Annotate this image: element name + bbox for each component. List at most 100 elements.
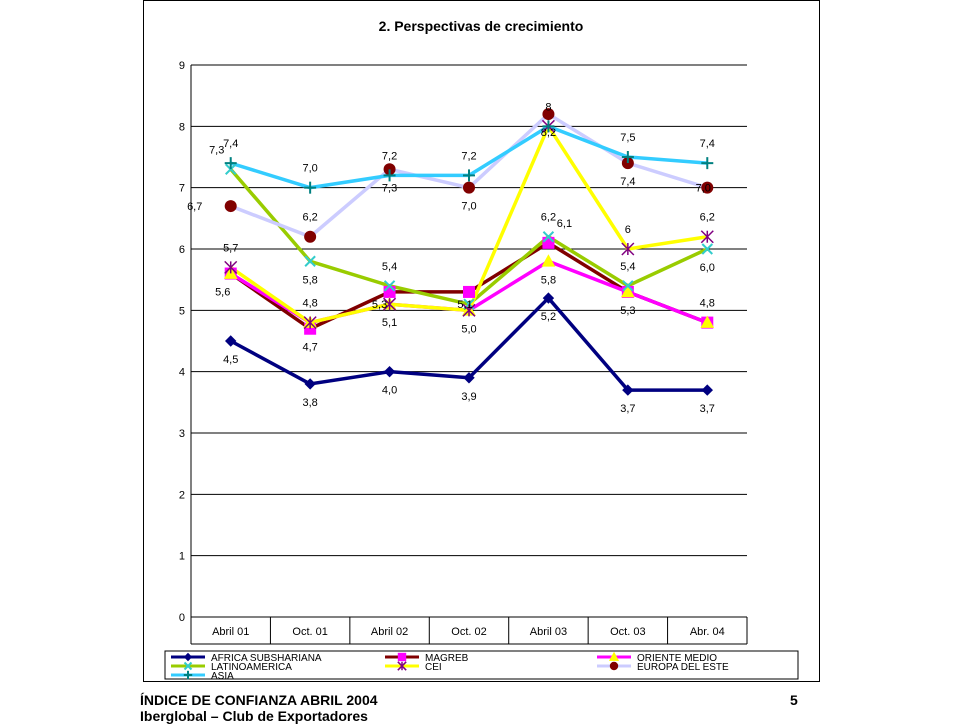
data-point (463, 285, 475, 298)
data-label: 7,3 (209, 144, 224, 156)
legend-swatch-marker (608, 651, 620, 661)
marker-stroke (542, 231, 555, 243)
data-label: 6,7 (187, 201, 202, 213)
marker-stroke (304, 255, 316, 267)
y-tick-label: 7 (179, 183, 185, 195)
data-point (622, 384, 634, 396)
data-label: 3,8 (302, 397, 317, 409)
marker-stroke (383, 280, 396, 292)
data-point (542, 236, 555, 249)
data-label: 8 (545, 101, 551, 113)
series-markers (223, 108, 715, 396)
data-point (621, 284, 635, 298)
legend-swatch-marker (397, 661, 407, 671)
x-tick-label: Abril 02 (371, 626, 408, 638)
data-label: 3,9 (461, 391, 476, 403)
data-label: 3,7 (700, 403, 715, 415)
data-point (463, 372, 475, 384)
data-label: 7,2 (461, 150, 476, 162)
data-point (542, 108, 555, 121)
data-point (542, 231, 555, 243)
data-label: 3,7 (620, 403, 635, 415)
data-label: 6,0 (700, 262, 715, 274)
data-label: 5,7 (223, 242, 238, 254)
data-label: 5,1 (457, 299, 472, 311)
data-point (383, 285, 396, 298)
data-point (224, 200, 237, 213)
legend-label: ASIA (211, 671, 234, 682)
data-label: 4,7 (302, 342, 317, 354)
x-tick-label: Abr. 04 (690, 626, 725, 638)
data-point (701, 157, 714, 170)
y-tick-label: 0 (179, 612, 185, 624)
data-label: 4,0 (382, 385, 397, 397)
x-tick-label: Abril 01 (212, 626, 249, 638)
chart-title: 2. Perspectivas de crecimiento (379, 18, 584, 34)
y-tick-label: 5 (179, 305, 185, 317)
data-label: 5,4 (620, 261, 635, 273)
footer-title: ÍNDICE DE CONFIANZA ABRIL 2004 (140, 692, 378, 708)
legend-label: AFRICA SUBSHARIANA (211, 653, 322, 664)
chart-frame: 2. Perspectivas de crecimiento 0 1 2 3 4 5 6 7 8… (143, 0, 820, 682)
data-point (225, 163, 237, 175)
data-label: 7,0 (461, 201, 476, 213)
data-label: 6 (625, 224, 631, 236)
marker-stroke (183, 661, 193, 671)
data-point (622, 280, 634, 292)
data-label: 4,5 (223, 354, 238, 366)
legend-swatch-marker (183, 661, 193, 671)
data-label: 7,4 (620, 176, 635, 188)
marker-stroke (225, 163, 237, 175)
data-point (225, 335, 237, 347)
y-tick-label: 8 (179, 121, 185, 133)
legend-swatch-marker (397, 652, 407, 662)
data-label: 5,6 (215, 287, 230, 299)
data-label: 7,3 (382, 182, 397, 194)
data-label: 7,5 (620, 132, 635, 144)
data-label: 7,0 (696, 183, 711, 195)
data-point (383, 163, 396, 176)
legend-box (164, 650, 799, 680)
data-label: 7,4 (223, 138, 238, 150)
x-tick-label: Oct. 03 (610, 626, 645, 638)
data-point (542, 120, 555, 133)
x-tick-label: Abril 03 (530, 626, 567, 638)
data-point (304, 255, 316, 267)
data-label: 5,1 (382, 317, 397, 329)
legend-swatch-marker (609, 661, 619, 671)
legend-label: CEI (425, 662, 442, 673)
data-label: 6,1 (557, 218, 572, 230)
legend-label: EUROPA DEL ESTE (637, 662, 729, 673)
data-point (304, 181, 317, 194)
footer-subtitle: Iberglobal – Club de Exportadores (140, 708, 368, 724)
data-point (462, 303, 476, 317)
x-tick-label: Oct. 02 (451, 626, 486, 638)
page-number: 5 (790, 692, 798, 708)
legend-swatch-marker (183, 670, 193, 680)
x-tick-label: Oct. 01 (292, 626, 327, 638)
legend-label: ORIENTE MEDIO (637, 653, 717, 664)
data-label: 5,8 (541, 274, 556, 286)
data-label: 8,2 (541, 127, 556, 139)
data-label: 5,8 (302, 274, 317, 286)
data-point (383, 365, 396, 378)
data-point (383, 169, 396, 182)
marker-stroke (701, 243, 713, 255)
data-label: 6,2 (700, 212, 715, 224)
data-label: 6,2 (541, 212, 556, 224)
data-label: 4,8 (302, 298, 317, 310)
marker-stroke (622, 280, 634, 292)
data-labels: 4,5 3,8 4,0 3,9 5,2 3,7 3,7 5,6 4,7 6,1 5,3 4,8 4,8 5… (187, 101, 715, 415)
data-point (383, 280, 396, 292)
data-point (541, 254, 556, 267)
data-point (701, 384, 713, 396)
data-label: 7,4 (700, 138, 715, 150)
data-point (463, 181, 475, 194)
y-tick-label: 4 (179, 367, 185, 379)
data-point (621, 157, 634, 170)
data-point (304, 230, 317, 243)
data-point (621, 151, 634, 163)
data-point (383, 297, 397, 311)
footer-text: ÍNDICE DE CONFIANZA ABRIL 2004 Ibergloba… (140, 692, 378, 724)
data-label: 7,2 (382, 150, 397, 162)
